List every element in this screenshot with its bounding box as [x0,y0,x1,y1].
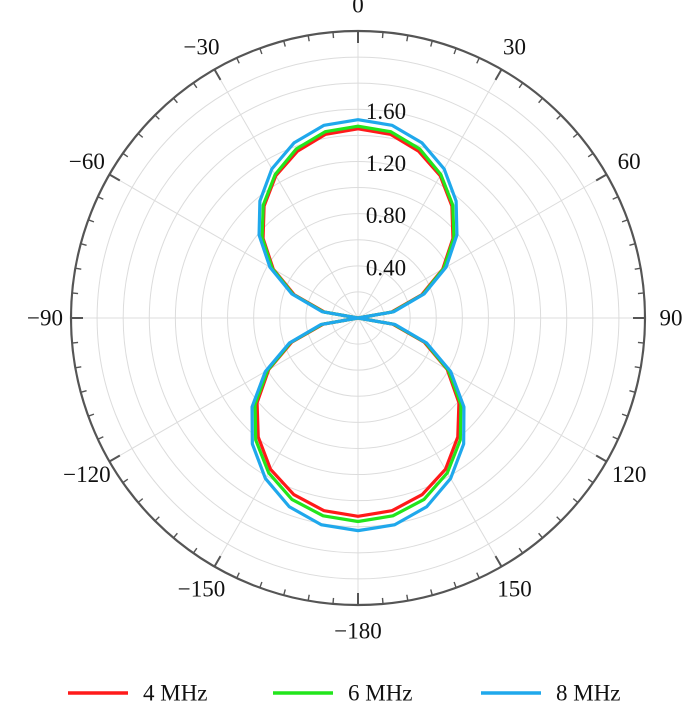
minor-tick [476,57,480,64]
minor-tick [332,597,335,604]
minor-tick [137,498,144,504]
minor-tick [97,196,104,200]
angle-tick-label: 0 [352,0,364,18]
minor-tick [307,35,310,42]
minor-tick [556,114,562,120]
minor-tick [629,390,636,393]
major-tick [108,454,121,463]
minor-tick [80,390,87,393]
radial-axis: 0.40 0.80 1.20 1.60 [366,99,406,280]
radial-tick-label: 1.60 [366,99,406,124]
angular-axis: 0 30 60 90 120 150 −180 −150 −120 −90 −60 −30 [27,0,682,644]
minor-tick [381,32,384,39]
minor-tick [283,589,286,596]
minor-tick [621,219,628,223]
minor-tick [430,40,433,47]
minor-tick [72,341,79,344]
major-tick [108,173,121,182]
minor-tick [97,436,104,440]
minor-tick [259,581,263,588]
angle-tick-label: 90 [660,306,683,331]
angle-tick-label: 120 [612,462,647,487]
minor-tick [637,341,644,344]
legend-label: 6 MHz [348,681,413,706]
major-tick [595,454,608,463]
minor-tick [621,413,628,417]
minor-tick [518,82,524,89]
minor-tick [453,581,457,588]
minor-tick [538,532,544,539]
minor-tick [154,114,160,120]
minor-tick [192,547,198,554]
minor-tick [154,516,160,522]
minor-tick [381,597,384,604]
minor-tick [587,478,594,484]
minor-tick [75,267,82,270]
minor-tick [634,366,641,369]
minor-tick [307,594,310,601]
series-group [250,118,466,533]
angle-tick-label: 150 [497,577,532,602]
angle-tick-label: 60 [618,149,641,174]
minor-tick [406,594,409,601]
legend-label: 4 MHz [143,681,208,706]
angle-tick-label: −150 [178,577,225,602]
minor-tick [172,97,178,104]
minor-tick [556,516,562,522]
minor-tick [172,532,178,539]
minor-tick [80,243,87,246]
minor-tick [518,547,524,554]
radial-tick-label: 0.40 [366,255,406,280]
minor-tick [137,132,144,138]
radial-tick-label: 0.80 [366,203,406,228]
minor-tick [634,267,641,270]
major-tick [213,68,222,81]
minor-tick [192,82,198,89]
minor-tick [236,572,240,579]
minor-tick [406,35,409,42]
minor-tick [259,48,263,55]
minor-tick [88,413,95,417]
angle-tick-label: −90 [27,306,63,331]
radial-tick-label: 1.20 [366,151,406,176]
minor-tick [283,40,286,47]
minor-tick [629,243,636,246]
minor-tick [75,366,82,369]
minor-tick [612,196,619,200]
legend: 4 MHz 6 MHz 8 MHz [68,681,621,706]
minor-tick [612,436,619,440]
angle-tick-label: 30 [503,34,526,59]
series-line-3 [250,118,466,533]
minor-tick [122,152,129,158]
minor-tick [72,292,79,295]
legend-label: 8 MHz [556,681,621,706]
angle-tick-label: −60 [69,149,105,174]
minor-tick [476,572,480,579]
major-tick [494,68,503,81]
minor-tick [88,219,95,223]
major-tick [494,555,503,568]
angle-tick-label: −180 [334,619,381,644]
minor-tick [572,498,579,504]
minor-tick [538,97,544,104]
minor-tick [453,48,457,55]
minor-tick [572,132,579,138]
angle-tick-label: −120 [63,462,110,487]
minor-tick [332,32,335,39]
minor-tick [122,478,129,484]
major-tick [595,173,608,182]
minor-tick [587,152,594,158]
major-tick [213,555,222,568]
minor-tick [637,292,644,295]
minor-tick [236,57,240,64]
minor-tick [430,589,433,596]
angle-tick-label: −30 [184,34,220,59]
